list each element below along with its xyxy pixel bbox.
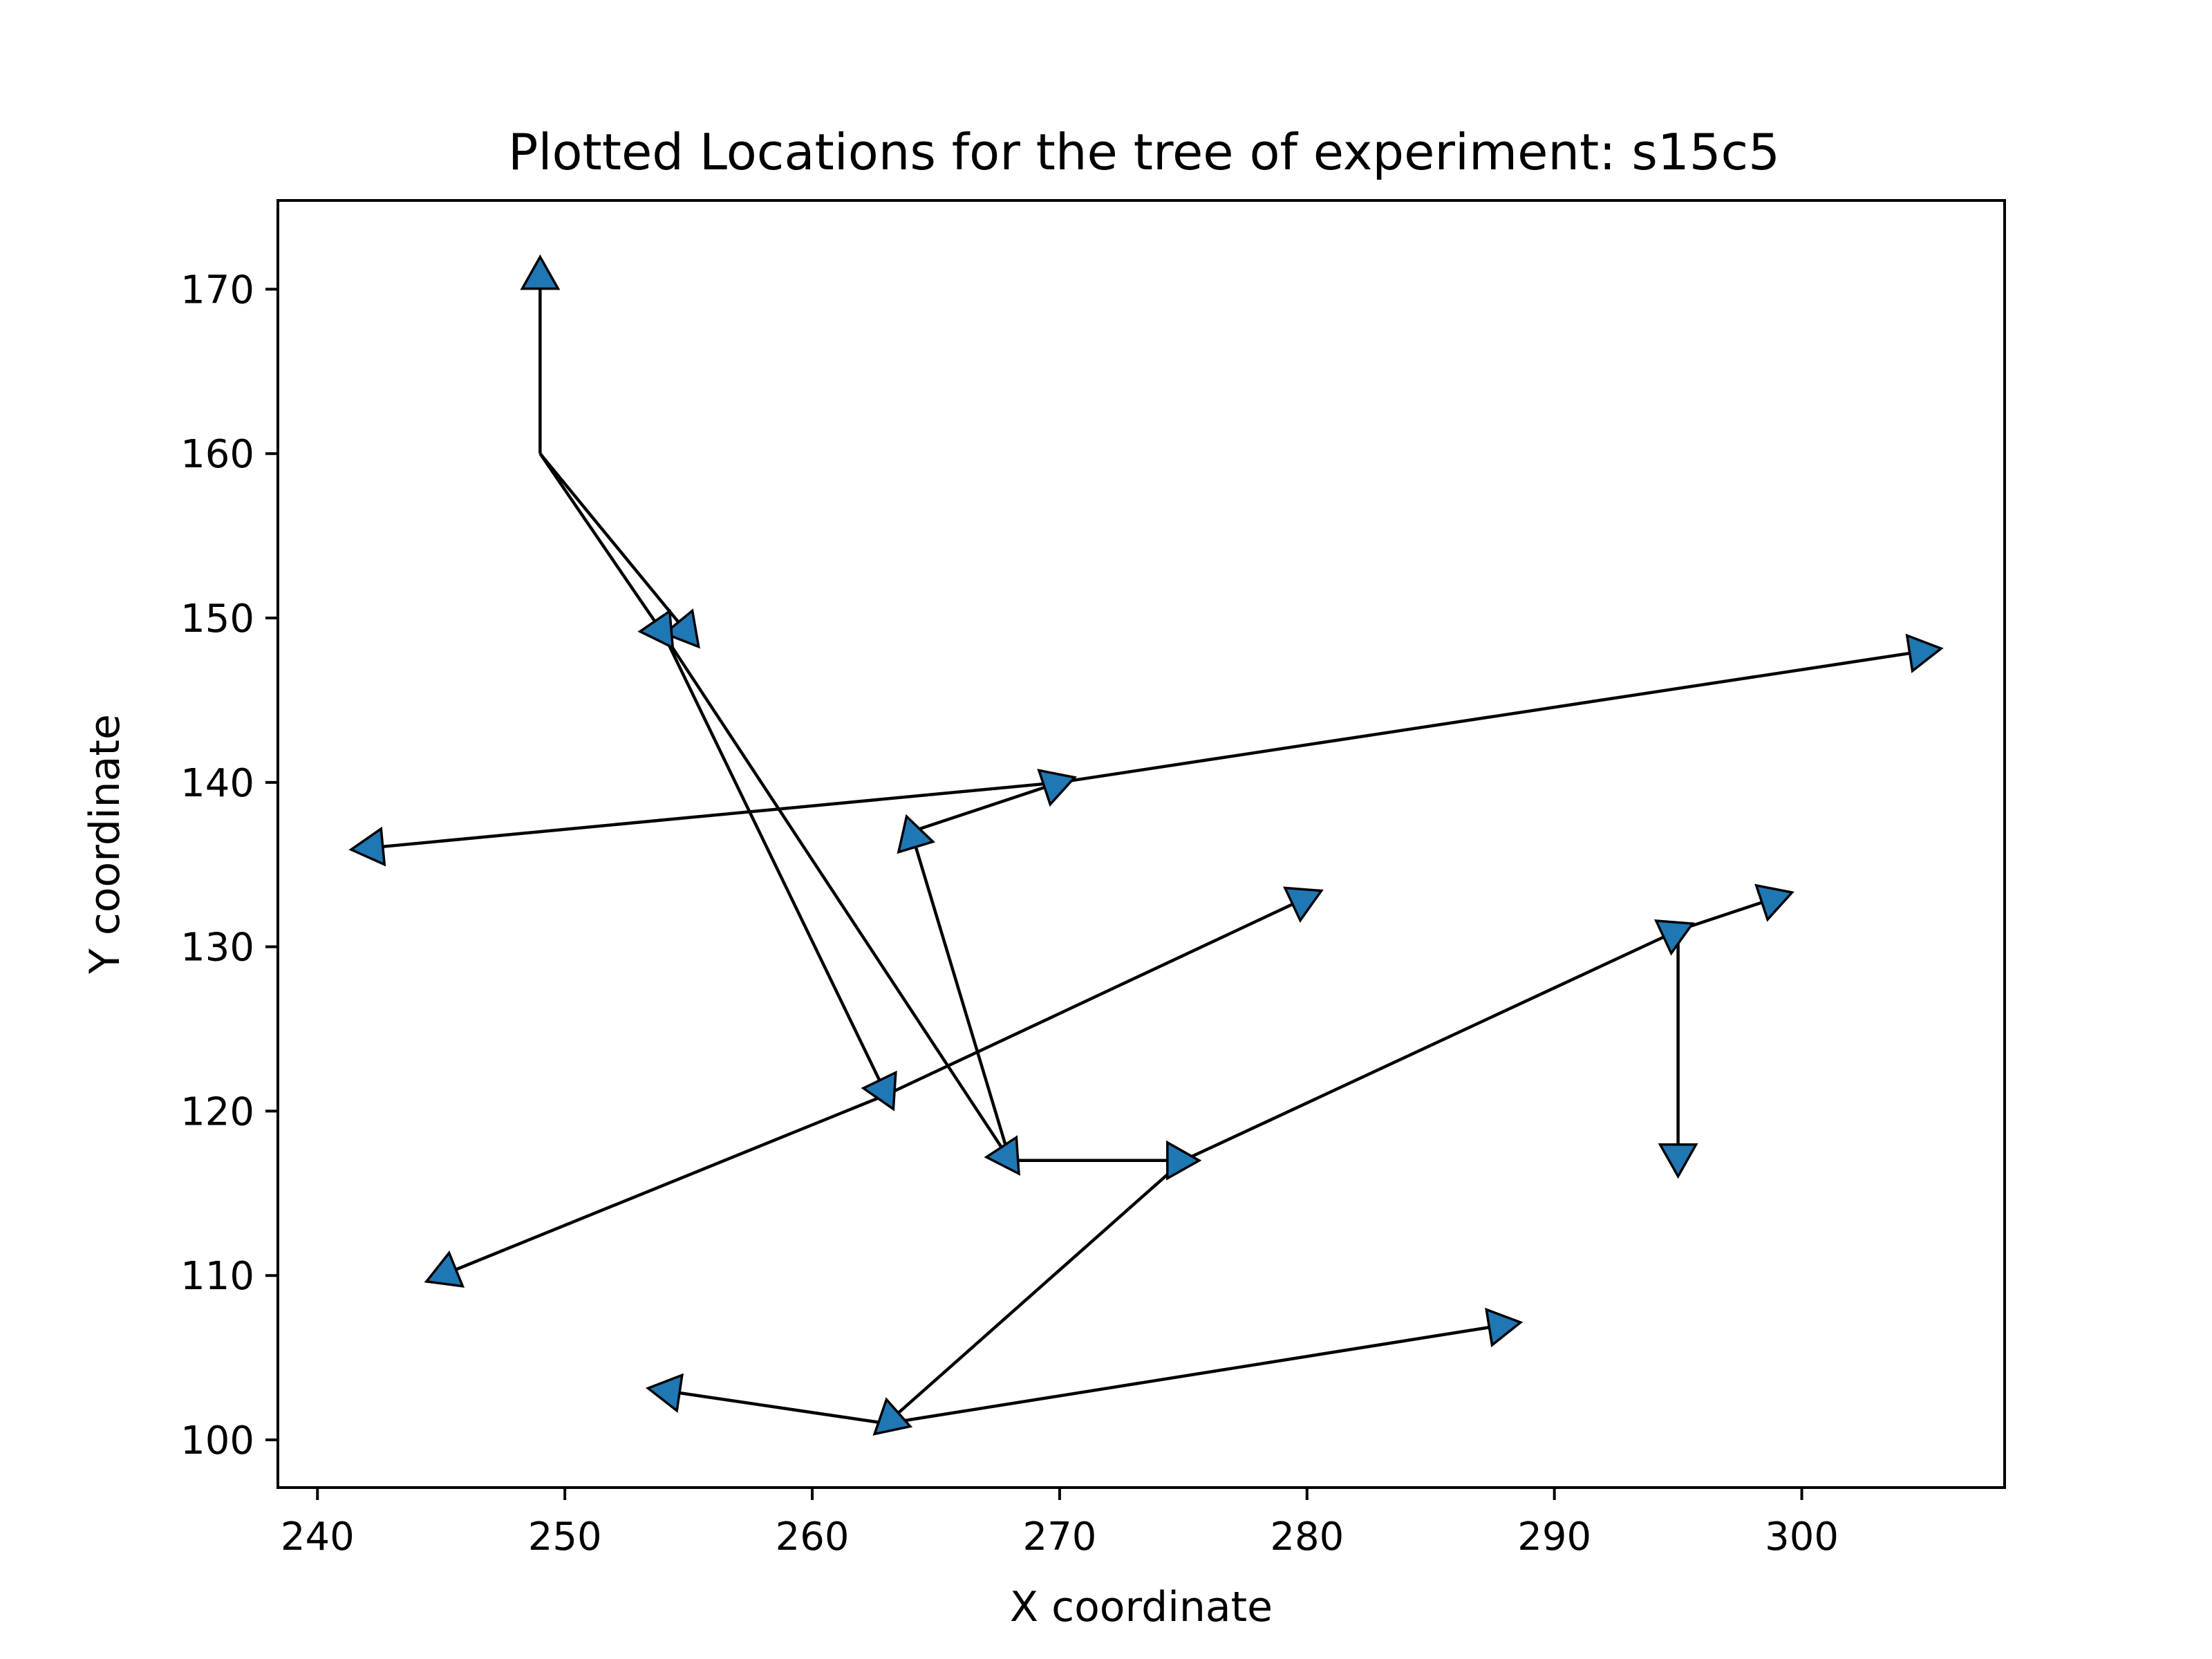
segment-line bbox=[538, 452, 666, 636]
y-tick-label: 160 bbox=[180, 432, 254, 477]
location-marker bbox=[348, 826, 386, 867]
x-tick-label: 260 bbox=[776, 1515, 850, 1559]
x-tick-label: 300 bbox=[1765, 1515, 1839, 1559]
y-axis-label: Y coordinate bbox=[81, 714, 129, 975]
segment-line bbox=[538, 452, 690, 636]
location-marker bbox=[1754, 883, 1794, 922]
x-tick-label: 240 bbox=[281, 1515, 355, 1559]
segment-line bbox=[662, 633, 1012, 1162]
location-marker bbox=[1653, 919, 1695, 956]
segment-line bbox=[886, 1323, 1506, 1425]
segment-line bbox=[1677, 896, 1778, 932]
location-marker bbox=[984, 1135, 1020, 1176]
location-marker bbox=[861, 1070, 897, 1112]
y-tick-label: 120 bbox=[180, 1089, 254, 1134]
location-marker bbox=[1283, 886, 1324, 924]
segment-line bbox=[885, 1159, 1185, 1425]
segment-line bbox=[1059, 649, 1926, 785]
location-marker bbox=[872, 1397, 913, 1436]
segment-line bbox=[1182, 928, 1679, 1162]
x-tick-label: 290 bbox=[1517, 1515, 1591, 1559]
location-marker bbox=[897, 814, 936, 854]
chart-title: Plotted Locations for the tree of experi… bbox=[508, 123, 1780, 181]
segment-line bbox=[885, 896, 1308, 1096]
y-tick-label: 170 bbox=[180, 268, 254, 312]
segment-line bbox=[366, 780, 1060, 850]
y-tick-label: 140 bbox=[180, 761, 254, 806]
y-tick-label: 130 bbox=[180, 926, 254, 971]
y-tick-label: 150 bbox=[180, 597, 254, 641]
y-axis: 100 110 120 130 140 150 160 170 bbox=[180, 268, 278, 1463]
location-marker bbox=[1485, 1307, 1524, 1348]
y-tick-label: 100 bbox=[180, 1418, 254, 1463]
segment-line bbox=[663, 1389, 887, 1425]
plot-area bbox=[348, 254, 1944, 1436]
location-marker bbox=[1658, 1143, 1698, 1179]
x-axis: 240 250 260 270 280 290 300 bbox=[281, 1488, 1839, 1559]
location-marker bbox=[1166, 1140, 1202, 1181]
y-tick-label: 110 bbox=[180, 1254, 254, 1299]
location-marker bbox=[424, 1250, 465, 1288]
segment-line bbox=[910, 780, 1060, 834]
x-tick-label: 280 bbox=[1270, 1515, 1344, 1559]
segment-lines bbox=[366, 272, 1926, 1425]
location-marker bbox=[637, 608, 675, 650]
location-marker bbox=[520, 254, 561, 290]
location-marker bbox=[1037, 769, 1078, 807]
location-marker bbox=[645, 1373, 684, 1414]
segment-line bbox=[440, 1093, 888, 1277]
location-marker bbox=[1905, 633, 1944, 673]
x-tick-label: 250 bbox=[528, 1515, 602, 1559]
x-axis-label: X coordinate bbox=[1010, 1583, 1273, 1631]
plot-frame bbox=[276, 199, 2006, 1489]
segment-markers bbox=[348, 254, 1944, 1436]
segment-line bbox=[662, 633, 888, 1096]
location-marker bbox=[662, 608, 700, 649]
x-tick-label: 270 bbox=[1022, 1515, 1096, 1559]
segment-line bbox=[910, 831, 1012, 1161]
